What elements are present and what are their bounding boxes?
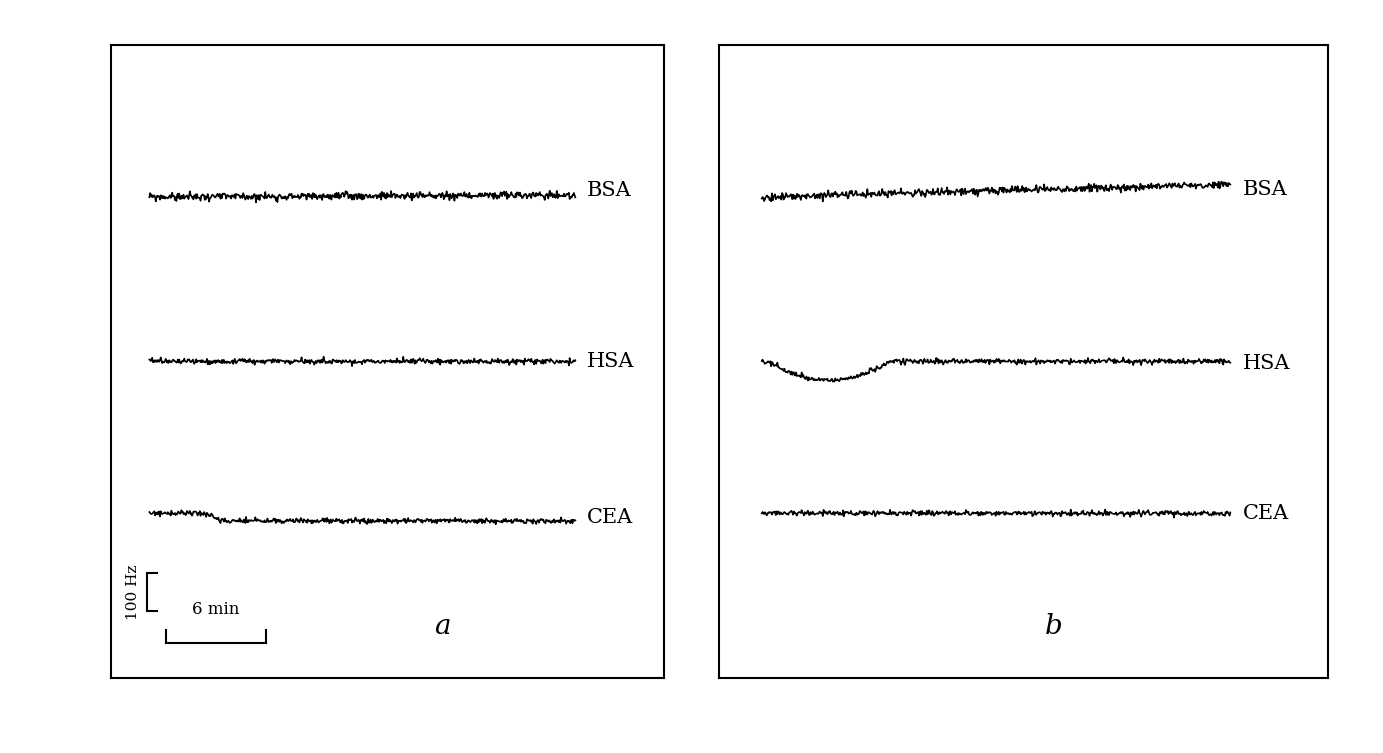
Text: CEA: CEA xyxy=(586,508,632,526)
Text: 100 Hz: 100 Hz xyxy=(126,565,140,620)
Text: HSA: HSA xyxy=(586,352,633,371)
Text: CEA: CEA xyxy=(1242,504,1289,523)
Text: BSA: BSA xyxy=(586,181,631,200)
Text: BSA: BSA xyxy=(1242,180,1288,199)
Text: b: b xyxy=(1046,613,1062,640)
Text: 6 min: 6 min xyxy=(192,601,239,617)
Text: HSA: HSA xyxy=(1242,354,1290,373)
Text: a: a xyxy=(434,613,451,640)
